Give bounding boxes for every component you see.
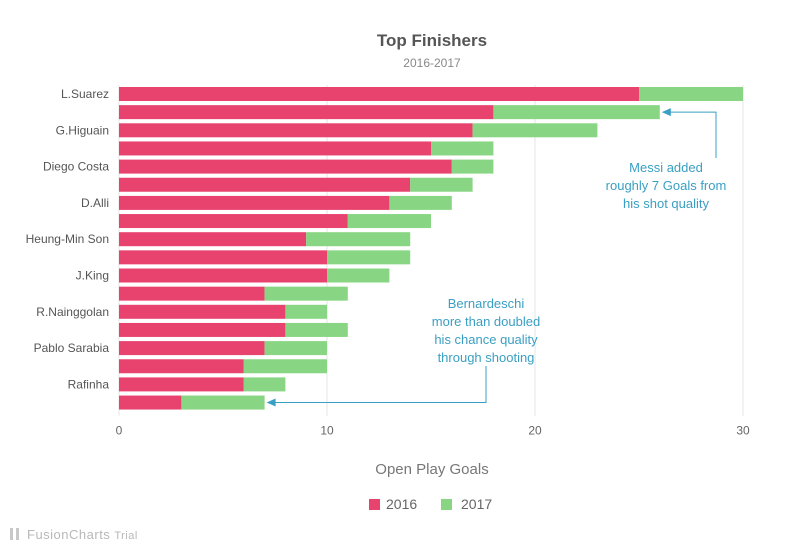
bar-2017-row-14[interactable] (264, 341, 327, 356)
bar-2016-row-13[interactable] (119, 322, 286, 337)
bar-2016-row-0[interactable] (119, 87, 639, 101)
annotations: Messi added roughly 7 Goals from his shot … (266, 108, 727, 407)
bar-2017-row-11[interactable] (264, 286, 348, 301)
bar-2017-row-5[interactable] (410, 177, 473, 192)
bar-2016-row-3[interactable] (119, 141, 431, 156)
legend[interactable]: 2016 2017 (369, 496, 492, 512)
bar-2017-row-6[interactable] (389, 195, 452, 210)
bar-2017-row-13[interactable] (285, 322, 348, 337)
category-label: L.Suarez (61, 87, 109, 101)
watermark-suffix: Trial (114, 530, 138, 542)
category-label: R.Nainggolan (36, 305, 109, 319)
category-label: G.Higuain (56, 123, 109, 137)
bar-2016-row-7[interactable] (119, 214, 348, 229)
bar-2017-row-9[interactable] (327, 250, 411, 265)
bar-2016-row-16[interactable] (119, 377, 244, 392)
bar-2016-row-6[interactable] (119, 195, 390, 210)
fusioncharts-logo-icon (10, 528, 19, 540)
bar-2016-row-11[interactable] (119, 286, 265, 301)
bar-2017-row-15[interactable] (243, 359, 327, 374)
bar-2016-row-8[interactable] (119, 232, 307, 247)
bar-2016-row-9[interactable] (119, 250, 327, 265)
chart-subtitle: 2016-2017 (403, 56, 461, 70)
fusioncharts-watermark: FusionCharts Trial (10, 527, 138, 542)
category-label: Pablo Sarabia (34, 341, 110, 355)
annotation-bernardeschi-arrow-icon (266, 398, 276, 407)
legend-label: 2017 (461, 496, 492, 512)
bar-2016-row-4[interactable] (119, 159, 452, 174)
bar-2017-row-2[interactable] (472, 123, 598, 138)
bar-2017-row-16[interactable] (243, 377, 286, 392)
annotation-messi-arrow-icon (661, 108, 671, 117)
bars[interactable] (119, 87, 743, 410)
bar-2016-row-2[interactable] (119, 123, 473, 138)
annotation-bernardeschi-line: more than doubled (432, 314, 540, 329)
legend-label: 2016 (386, 496, 417, 512)
annotation-bernardeschi-connector (272, 366, 487, 404)
x-tick-label: 0 (116, 424, 123, 438)
x-axis-title: Open Play Goals (375, 461, 488, 478)
bar-2017-row-8[interactable] (306, 232, 411, 247)
category-label: D.Alli (81, 196, 109, 210)
category-label: J.King (76, 269, 109, 283)
bar-2016-row-10[interactable] (119, 268, 327, 283)
bar-2016-row-1[interactable] (119, 105, 494, 120)
category-label: Rafinha (68, 377, 110, 391)
bar-2016-row-15[interactable] (119, 359, 244, 374)
annotation-bernardeschi-line: through shooting (438, 350, 535, 365)
annotation-messi-line: Messi added (629, 160, 703, 175)
category-label: Heung-Min Son (26, 232, 109, 246)
bar-2017-row-3[interactable] (431, 141, 494, 156)
watermark-brand: FusionCharts (27, 527, 111, 542)
bar-2016-row-12[interactable] (119, 304, 286, 319)
x-axis-ticks: 0 10 20 30 (116, 424, 750, 438)
x-tick-label: 30 (736, 424, 750, 438)
annotation-bernardeschi-line: Bernardeschi (448, 296, 525, 311)
bar-2016-row-14[interactable] (119, 341, 265, 356)
category-labels: L.Suarez G.Higuain Diego Costa D.Alli Heung-… (26, 87, 110, 391)
bar-2017-row-10[interactable] (327, 268, 390, 283)
annotation-messi-line: his shot quality (623, 196, 709, 211)
bar-2017-row-4[interactable] (451, 159, 494, 174)
bar-2017-row-1[interactable] (493, 105, 660, 120)
category-label: Diego Costa (43, 160, 109, 174)
annotation-messi-connector (667, 111, 717, 158)
annotation-bernardeschi-line: his chance quality (434, 332, 538, 347)
bar-2016-row-5[interactable] (119, 177, 411, 192)
legend-swatch-2017 (441, 499, 452, 510)
legend-swatch-2016 (369, 499, 380, 510)
bar-2016-row-17[interactable] (119, 395, 182, 410)
x-tick-label: 10 (320, 424, 334, 438)
annotation-messi-line: roughly 7 Goals from (606, 178, 727, 193)
chart-title: Top Finishers (377, 31, 487, 50)
bar-2017-row-0[interactable] (639, 87, 743, 101)
bar-2017-row-17[interactable] (181, 395, 265, 410)
x-tick-label: 20 (528, 424, 542, 438)
bar-2017-row-7[interactable] (347, 214, 431, 229)
bar-2017-row-12[interactable] (285, 304, 327, 319)
